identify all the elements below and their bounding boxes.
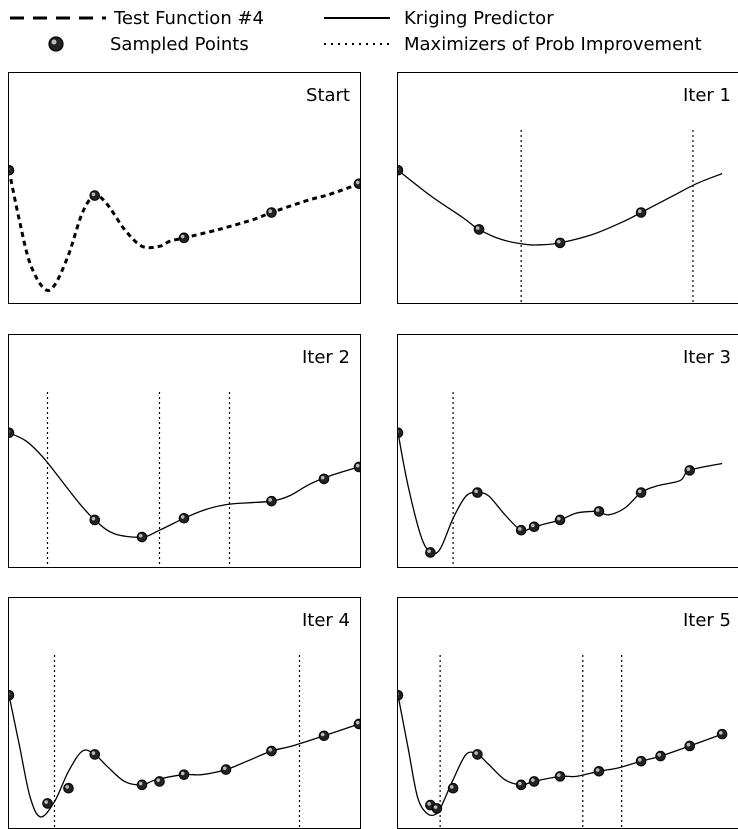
sampled-point [319,731,329,741]
sampled-point [555,772,565,782]
sampled-point [516,525,526,535]
sampled-point [155,777,165,787]
sampled-point [398,165,403,175]
sampled-point [685,466,695,476]
sampled-point [529,777,539,787]
kriging-predictor-curve [398,170,722,245]
sampled-point [267,208,277,218]
legend-sampled: Sampled Points [46,32,249,56]
sampled-point [179,233,189,243]
kriging-predictor-curve [398,433,722,554]
panel-title: Iter 4 [302,610,350,631]
sampled-point-icon [46,34,70,54]
legend-kriging: Kriging Predictor [322,6,554,30]
panel-iter-5: Iter 5 [397,597,738,829]
sampled-point [90,750,100,760]
solid-line-swatch [322,11,392,25]
sampled-point [9,690,14,700]
sampled-point [516,780,526,790]
plot-iter-4 [9,598,360,828]
panel-title: Iter 3 [683,347,731,368]
sampled-point [398,690,403,700]
legend-test-function-label: Test Function #4 [114,8,264,29]
sampled-point [685,741,695,751]
dotted-line-swatch [322,37,392,51]
panel-start: Start [8,72,361,304]
sampled-point [90,191,100,201]
sampled-point [636,488,646,498]
sampled-point [426,548,436,558]
kriging-predictor-curve [398,695,722,815]
sampled-point [656,751,666,761]
sampled-point [43,799,53,809]
sampled-point [137,780,147,790]
panel-iter-1: Iter 1 [397,72,738,304]
plot-iter-1 [398,73,738,303]
sampled-point [555,515,565,525]
sampled-point [221,765,231,775]
legend-sampled-label: Sampled Points [110,34,249,55]
legend-maximizers-label: Maximizers of Prob Improvement [404,34,702,55]
test-function-curve [9,170,359,290]
panel-iter-2: Iter 2 [8,334,361,568]
sampled-point [90,515,100,525]
kriging-predictor-curve [9,695,359,817]
legend-kriging-label: Kriging Predictor [404,8,554,29]
panel-title: Iter 5 [683,610,731,631]
sampled-point [636,756,646,766]
legend-test-function: Test Function #4 [8,6,264,30]
sampled-point [594,507,604,517]
sampled-point [594,767,604,777]
sampled-point [398,428,403,438]
panel-title: Iter 2 [302,347,350,368]
sampled-point [9,428,14,438]
sampled-point [354,462,360,472]
sampled-point [555,238,565,248]
sampled-point [354,179,360,189]
sampled-point [267,746,277,756]
plot-iter-5 [398,598,738,828]
dashed-line-swatch [8,11,108,25]
sampled-point [473,750,483,760]
sampled-point [473,488,483,498]
plot-iter-3 [398,335,738,567]
panel-iter-4: Iter 4 [8,597,361,829]
panel-iter-3: Iter 3 [397,334,738,568]
legend-maximizers: Maximizers of Prob Improvement [322,32,702,56]
sampled-point [64,783,74,793]
sampled-point [354,719,360,729]
sampled-point [529,522,539,532]
legend: Test Function #4 Kriging Predictor Sampl… [0,0,738,60]
sampled-point [432,804,442,814]
sampled-point [179,770,189,780]
sampled-point [179,513,189,523]
sampled-point [137,532,147,542]
sampled-point [319,474,329,484]
panel-title: Start [306,85,350,106]
sampled-point [636,208,646,218]
sampled-point [448,783,458,793]
sampled-point [474,225,484,235]
plot-iter-2 [9,335,360,567]
sampled-point [717,729,727,739]
panel-title: Iter 1 [683,85,731,106]
sampled-point [9,165,14,175]
sampled-point [267,496,277,506]
plot-start [9,73,360,303]
